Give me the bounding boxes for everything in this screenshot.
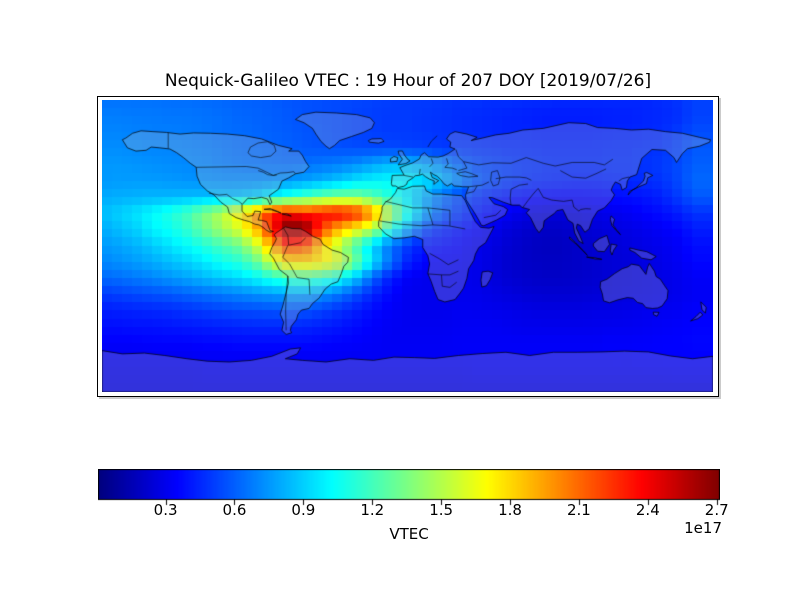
vtec-world-heatmap-canvas [102,100,713,392]
colorbar-tick-label: 1.8 [498,501,522,519]
colorbar-tick-label: 0.6 [222,501,247,519]
colorbar-exponent-label: 1e17 [684,519,722,537]
colorbar-tick-label: 1.2 [360,501,385,519]
colorbar-tick-label: 0.3 [153,501,178,519]
colorbar-tick-label: 2.7 [704,501,729,519]
colorbar-tick-label: 2.4 [635,501,660,519]
colorbar-tick-label: 2.1 [566,501,591,519]
colorbar-tick-label: 0.9 [291,501,316,519]
colorbar-axis-label: VTEC [389,525,429,543]
colorbar [98,469,720,506]
figure-title: Nequick-Galileo VTEC : 19 Hour of 207 DO… [164,71,652,91]
map-plot-frame [97,96,719,397]
colorbar-tick-label: 1.5 [429,501,454,519]
